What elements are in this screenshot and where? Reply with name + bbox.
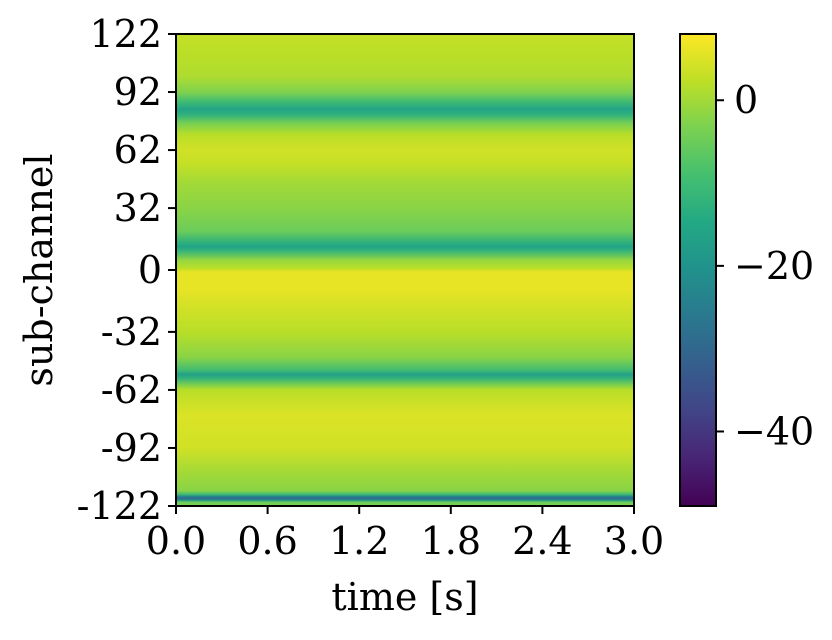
y-tick-label: 122 xyxy=(89,12,162,56)
colorbar-frame xyxy=(679,33,717,507)
colorbar-ticks: 0 −20 −40 xyxy=(716,78,814,453)
x-tick-label: 3.0 xyxy=(604,519,664,563)
y-axis-ticks: 122 92 62 32 0 -32 -62 -92 -122 xyxy=(77,12,176,528)
colorbar: 0 −20 −40 xyxy=(679,33,814,507)
x-tick-label: 2.4 xyxy=(512,519,572,563)
y-tick-label: -122 xyxy=(77,484,162,528)
y-tick-label: 92 xyxy=(114,70,162,114)
heatmap-plot-area xyxy=(175,33,635,507)
y-tick-label: -92 xyxy=(101,426,162,470)
colorbar-tick-label: −20 xyxy=(734,244,814,288)
y-tick-label: -32 xyxy=(101,310,162,354)
x-axis-ticks: 0.0 0.6 1.2 1.8 2.4 3.0 xyxy=(146,506,664,563)
x-tick-label: 1.8 xyxy=(421,519,481,563)
y-tick-label: 0 xyxy=(138,248,162,292)
y-tick-label: -62 xyxy=(101,368,162,412)
x-tick-label: 0.0 xyxy=(146,519,206,563)
y-axis-label: sub-channel xyxy=(17,153,61,386)
y-tick-label: 62 xyxy=(114,128,162,172)
heatmap-image xyxy=(176,34,634,506)
colorbar-tick-label: 0 xyxy=(734,78,758,122)
y-tick-label: 32 xyxy=(114,186,162,230)
x-axis-label: time [s] xyxy=(331,575,478,619)
x-tick-label: 0.6 xyxy=(237,519,297,563)
colorbar-gradient xyxy=(680,34,716,506)
x-tick-label: 1.2 xyxy=(329,519,389,563)
colorbar-tick-label: −40 xyxy=(734,409,814,453)
